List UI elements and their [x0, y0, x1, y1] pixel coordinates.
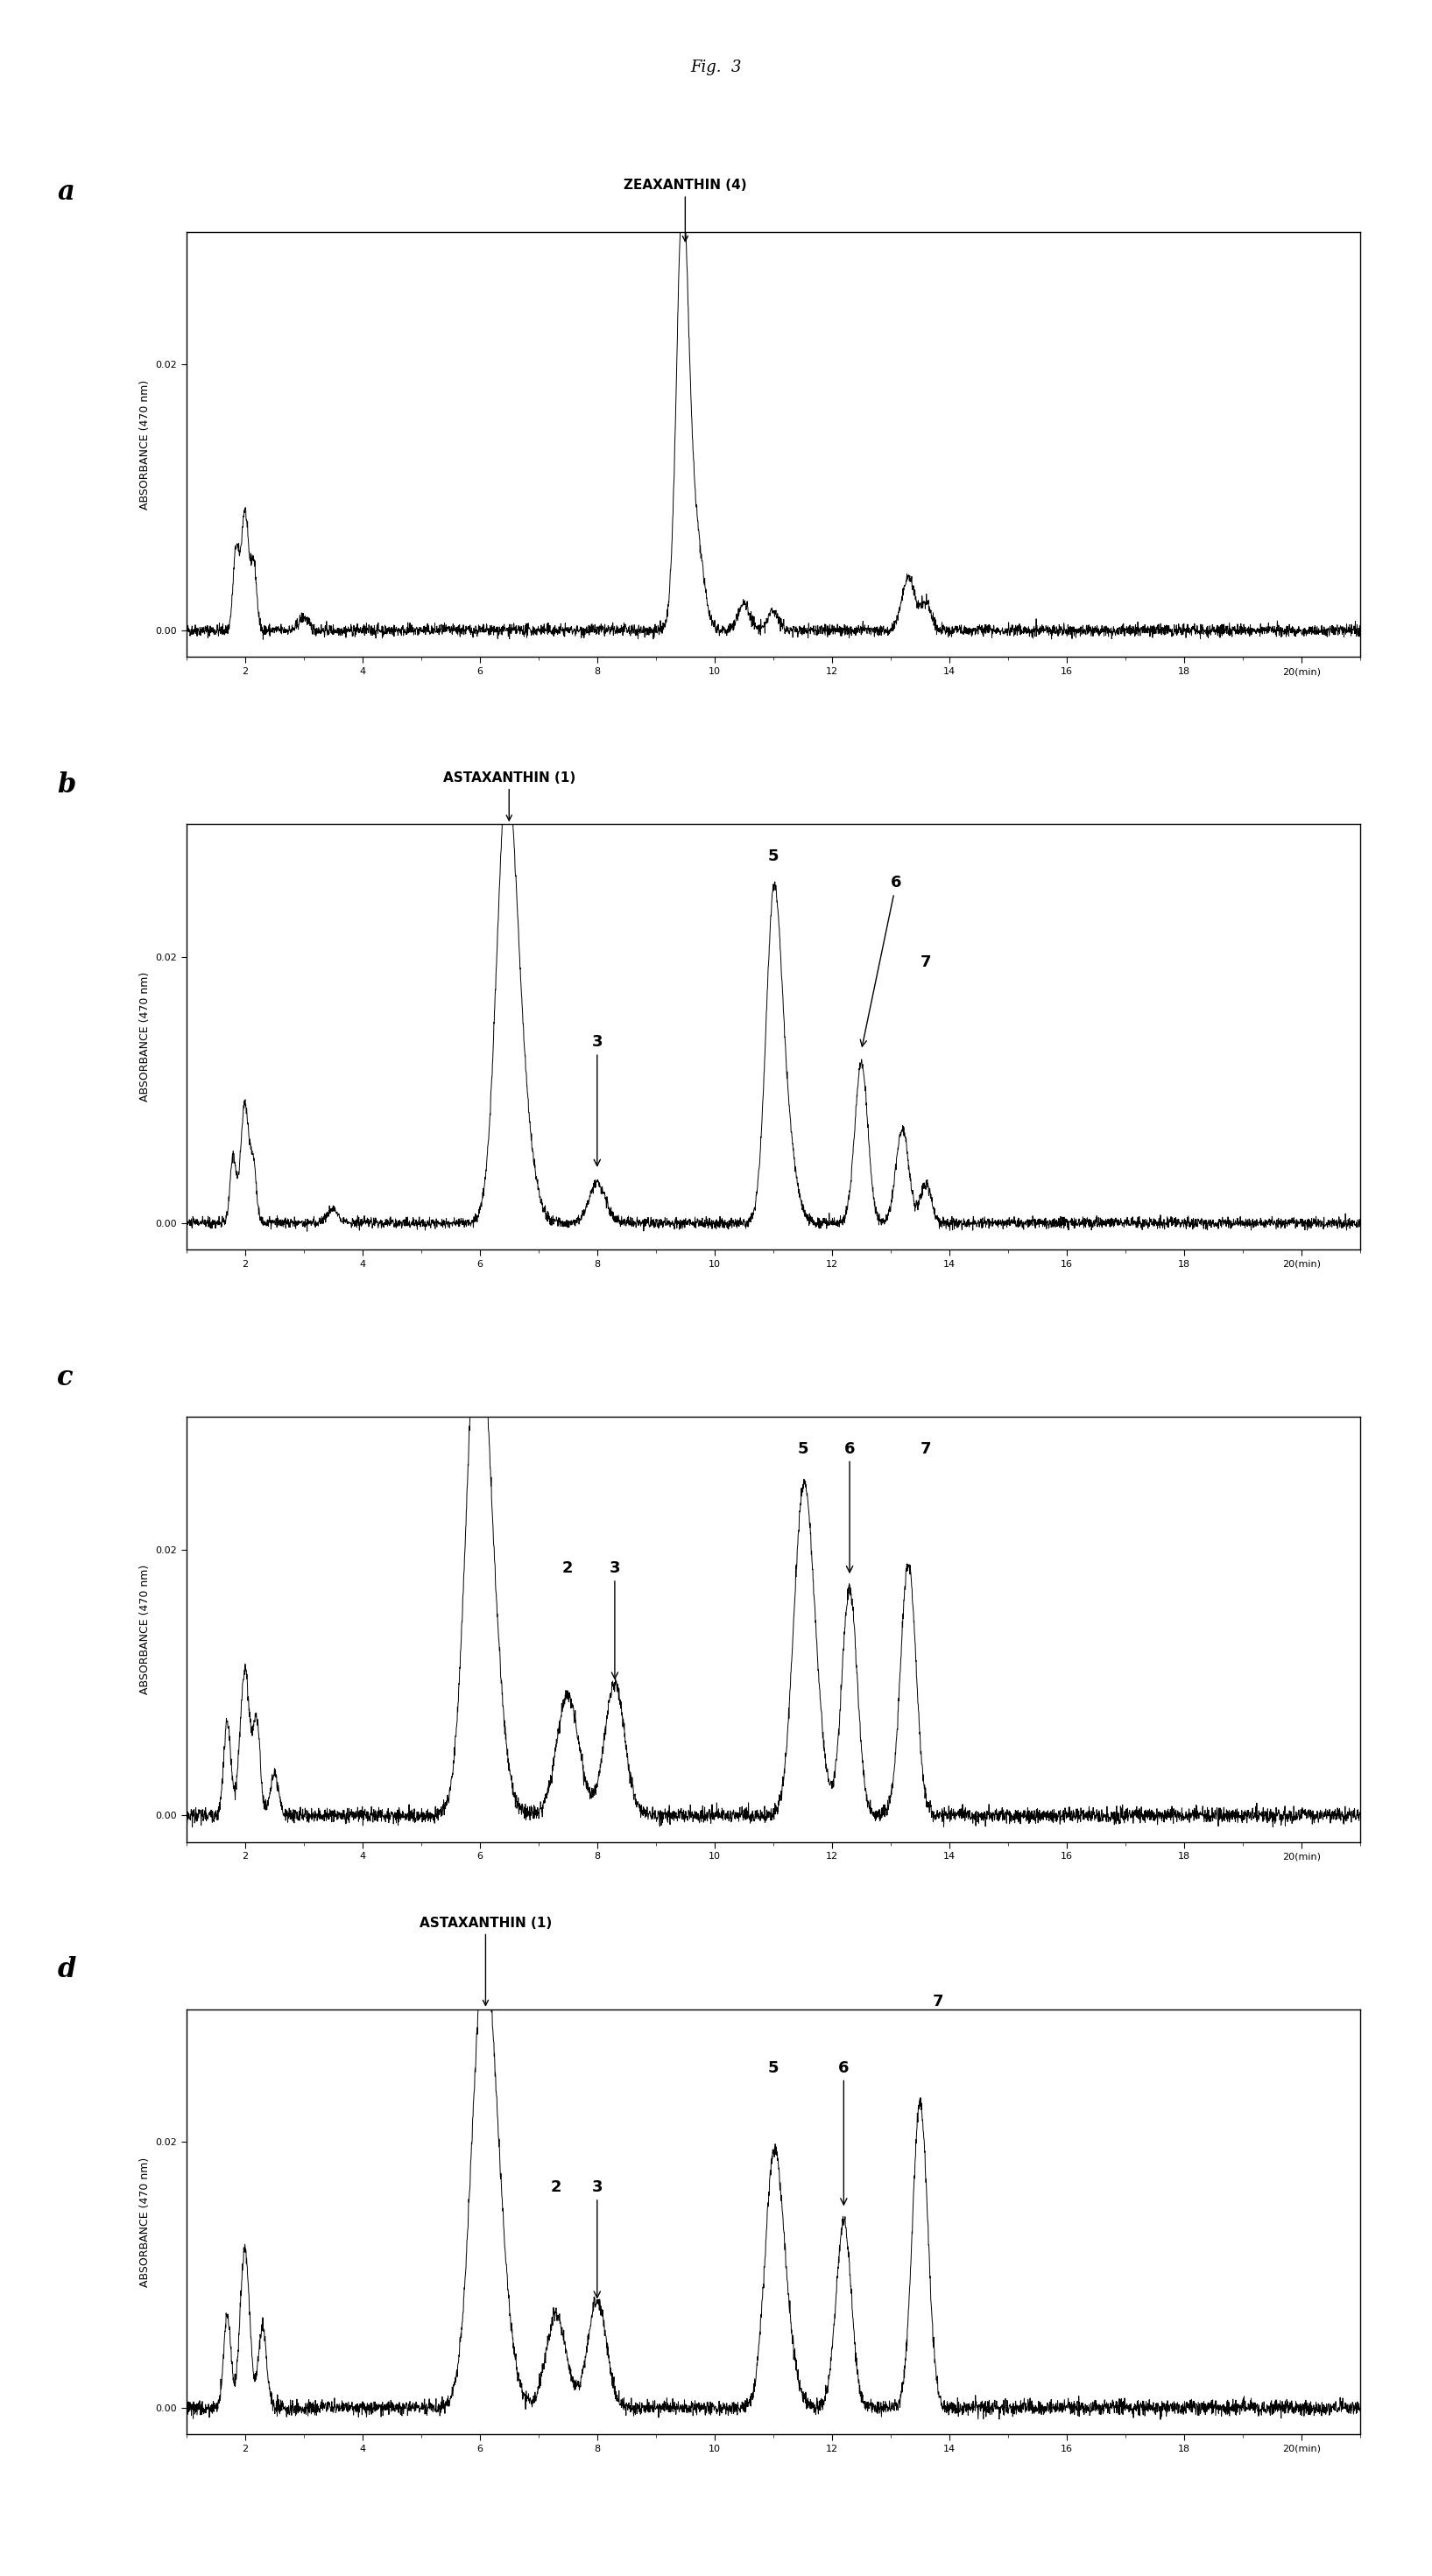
Text: 3: 3	[609, 1561, 620, 1680]
Text: b: b	[57, 770, 76, 799]
Text: 7: 7	[921, 956, 931, 971]
Text: d: d	[57, 1955, 76, 1984]
Text: ZEAXANTHIN (4): ZEAXANTHIN (4)	[623, 178, 748, 242]
Y-axis label: ABSORBANCE (470 nm): ABSORBANCE (470 nm)	[139, 971, 150, 1103]
Y-axis label: ABSORBANCE (470 nm): ABSORBANCE (470 nm)	[139, 2156, 150, 2287]
Text: ASTAXANTHIN (1): ASTAXANTHIN (1)	[442, 770, 576, 822]
Text: 2: 2	[563, 1561, 573, 1577]
Text: 5: 5	[768, 848, 779, 863]
Text: 7: 7	[932, 1994, 944, 2009]
Text: 3: 3	[591, 2179, 603, 2298]
Text: ASTAXANTHIN (1): ASTAXANTHIN (1)	[420, 1917, 551, 2007]
Text: 7: 7	[921, 1440, 931, 1455]
Text: a: a	[57, 178, 74, 206]
Y-axis label: ABSORBANCE (470 nm): ABSORBANCE (470 nm)	[139, 1564, 150, 1695]
Text: 5: 5	[768, 2061, 779, 2076]
Text: 5: 5	[798, 1440, 808, 1455]
Text: 3: 3	[591, 1036, 603, 1167]
Text: 6: 6	[838, 2061, 849, 2205]
Text: Fig.  3: Fig. 3	[690, 59, 742, 75]
Text: c: c	[57, 1363, 73, 1391]
Y-axis label: ABSORBANCE (470 nm): ABSORBANCE (470 nm)	[139, 379, 150, 510]
Text: 2: 2	[550, 2179, 561, 2195]
Text: 6: 6	[843, 1440, 855, 1571]
Text: 6: 6	[861, 876, 902, 1046]
